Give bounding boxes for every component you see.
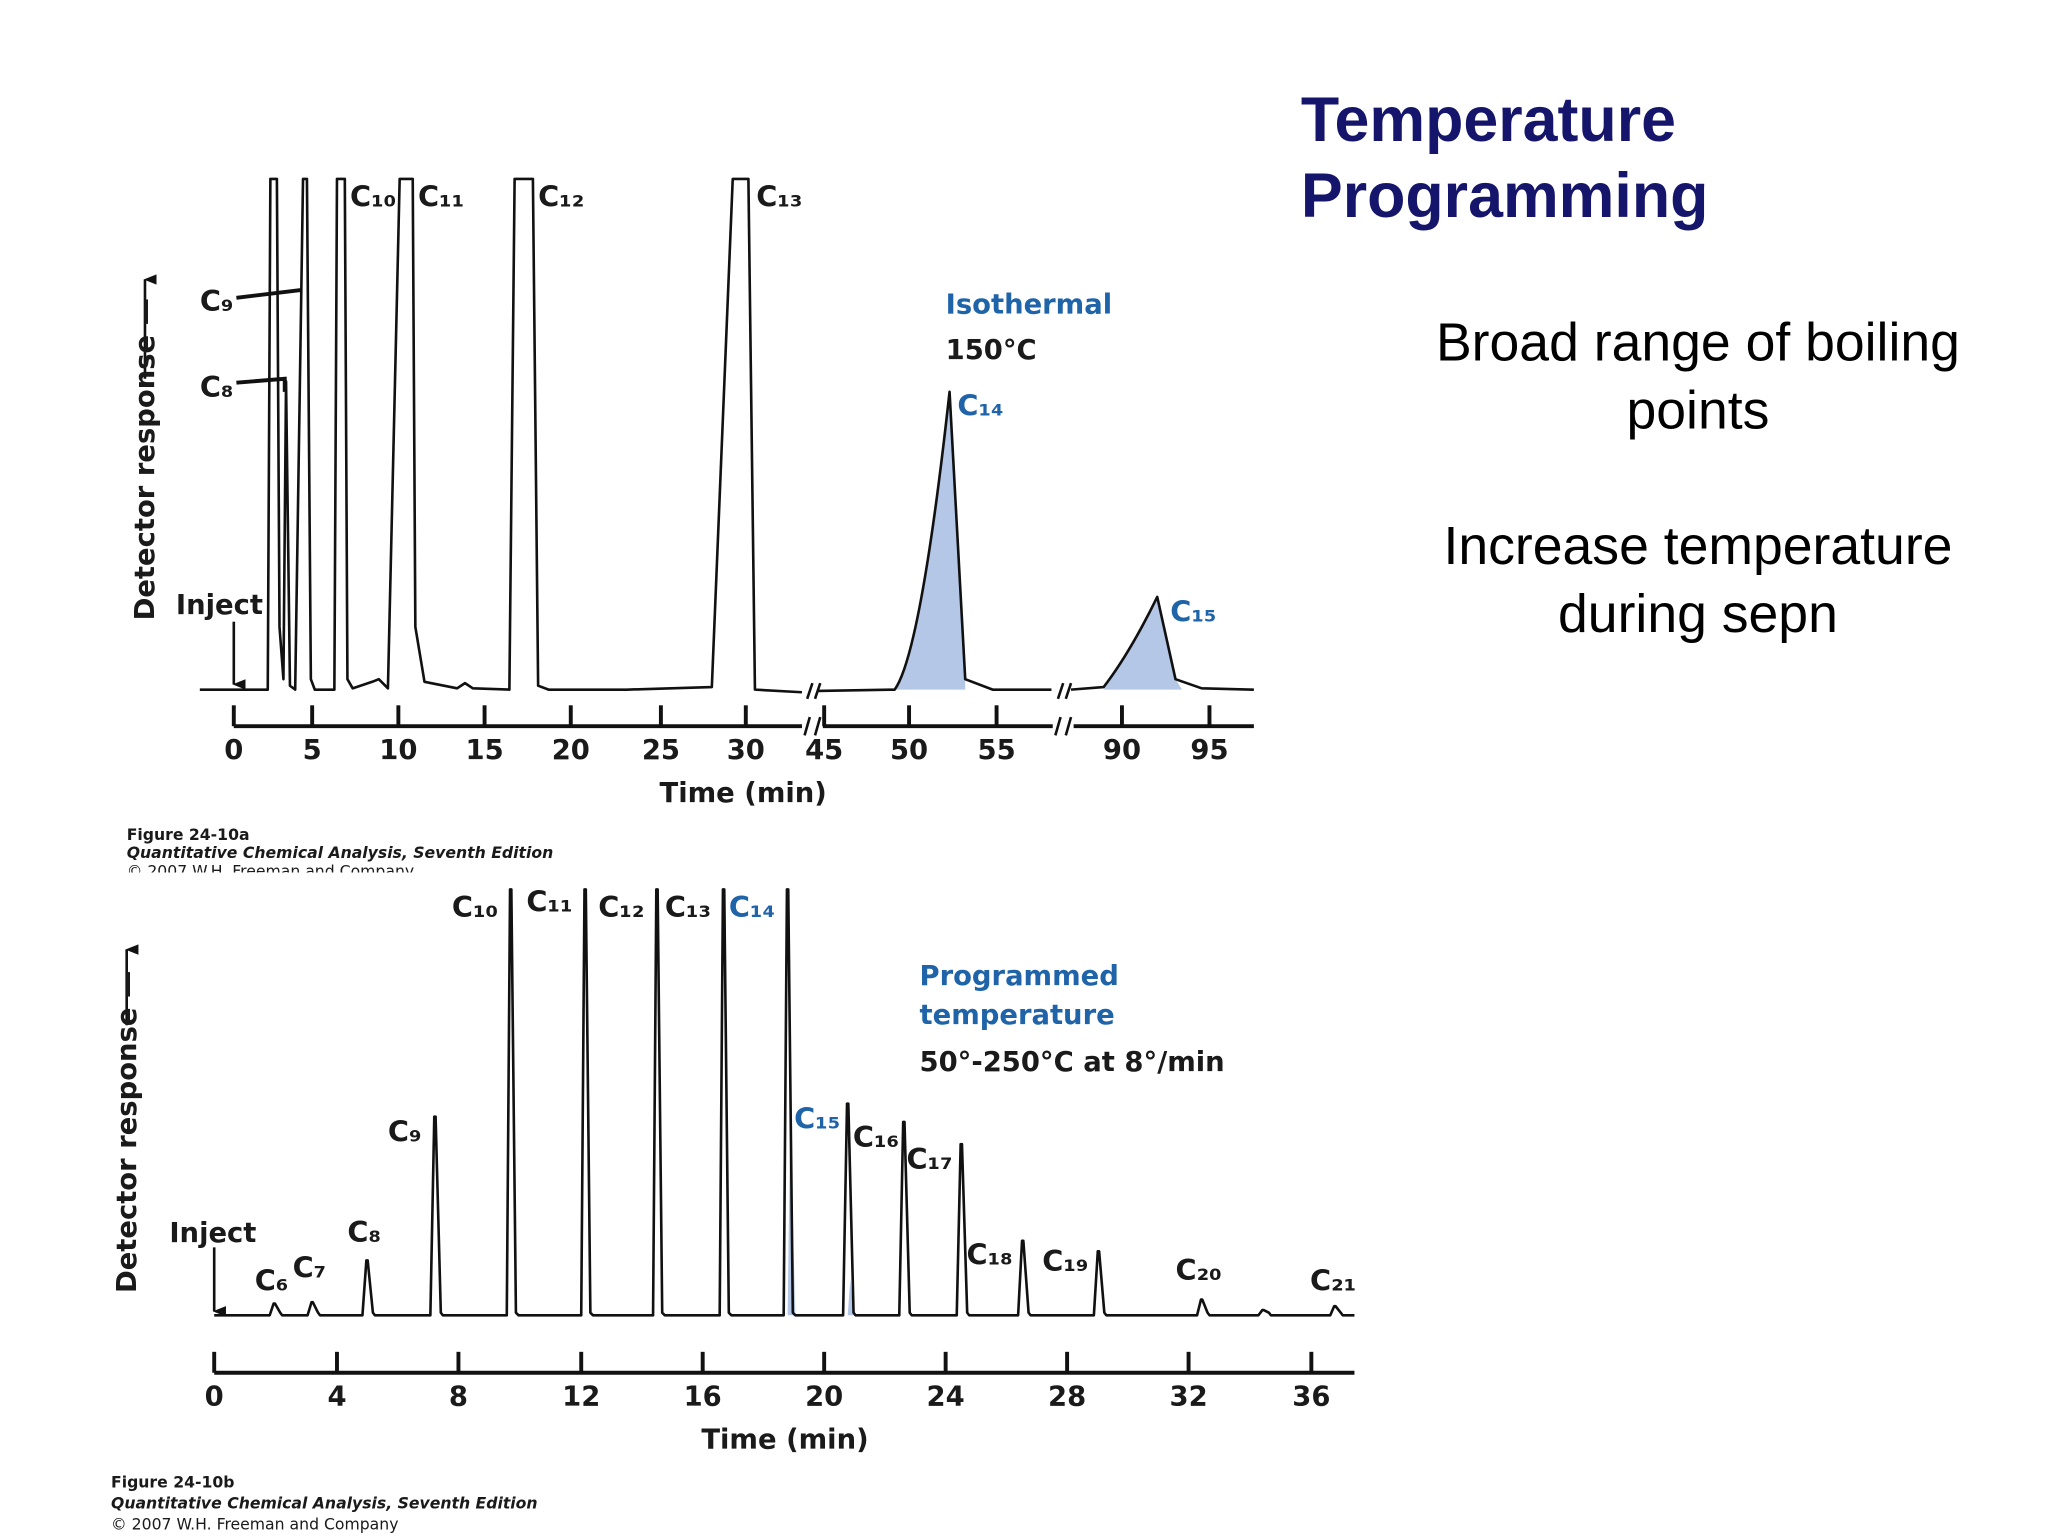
y-axis-title: Detector response —: [112, 971, 143, 1293]
peak-fill: [787, 1123, 855, 1316]
tick-label: 25: [642, 735, 680, 766]
axis-break: [805, 682, 1073, 700]
peak-label: C₁₂: [598, 890, 644, 924]
bullet-line: during sepn: [1558, 585, 1838, 644]
tick-label: 4: [327, 1381, 346, 1412]
peak-label: C₉: [200, 284, 234, 318]
peak-label: C₁₀: [452, 890, 498, 924]
peak-label: C₁₅: [1170, 595, 1216, 629]
tick-label: 90: [1103, 735, 1141, 766]
tick-label: 15: [466, 735, 504, 766]
peak-fill: [894, 391, 966, 690]
tick-label: 32: [1170, 1381, 1208, 1412]
bullet-line: Broad range of boiling: [1436, 313, 1960, 372]
peak-label: C₈: [347, 1215, 381, 1249]
peak-label: C₁₄: [729, 890, 775, 924]
peak-fill: [1103, 596, 1183, 690]
axis-break: [803, 716, 1073, 736]
peak-label: C₁₄: [957, 388, 1003, 422]
peak-label: C₁₃: [665, 890, 711, 924]
tick-label: 20: [552, 735, 590, 766]
peak-label: C₁₅: [794, 1101, 840, 1135]
annotation: 150°C: [946, 335, 1037, 366]
tick-label: 5: [303, 735, 322, 766]
tick-label: 45: [805, 735, 843, 766]
tick-label: 28: [1048, 1381, 1086, 1412]
tick-label: 8: [449, 1381, 468, 1412]
annotation: Isothermal: [946, 289, 1112, 320]
tick-label: 95: [1190, 735, 1228, 766]
bullet-line: points: [1627, 381, 1770, 440]
chromatogram-trace: [1070, 595, 1254, 691]
y-axis-title: Detector response —: [130, 298, 161, 620]
caption: Quantitative Chemical Analysis, Seventh …: [111, 1494, 538, 1513]
bullet-line: Increase temperature: [1443, 517, 1952, 576]
x-axis-title: Time (min): [701, 1424, 868, 1455]
tick-label: 10: [379, 735, 417, 766]
peak-label: C₆: [255, 1263, 289, 1297]
tick-label: 55: [978, 735, 1016, 766]
tick-label: 36: [1292, 1381, 1330, 1412]
x-axis-title: Time (min): [660, 778, 827, 809]
peak-label: C₉: [388, 1115, 422, 1149]
figure-b: Detector response — Time (min) Inject Pr…: [111, 885, 1356, 1534]
tick-label: 0: [224, 735, 243, 766]
caption: Figure 24-10b: [111, 1473, 234, 1492]
annotation: Programmed: [920, 961, 1119, 992]
tick-label: 30: [727, 735, 765, 766]
title-line: Programming: [1301, 161, 1709, 231]
peak-label: C₁₁: [418, 179, 464, 213]
chromatogram-trace: [214, 888, 1355, 1317]
tick-label: 24: [927, 1381, 965, 1412]
caption: © 2007 W.H. Freeman and Company: [111, 1514, 398, 1533]
peak-label: C₁₉: [1042, 1244, 1088, 1278]
peak-label: C₁₂: [538, 179, 584, 213]
tick-label: 50: [890, 735, 928, 766]
tick-label: 12: [562, 1381, 600, 1412]
peak-label: C₁₁: [526, 885, 572, 919]
caption: Figure 24-10a: [127, 825, 250, 844]
tick-label: 20: [805, 1381, 843, 1412]
peak-label: C₈: [200, 370, 234, 404]
annotation: temperature: [920, 1000, 1115, 1031]
inject-label: Inject: [176, 590, 263, 621]
peak-label: C₇: [293, 1250, 327, 1284]
chromatogram-trace: [199, 177, 803, 694]
chromatogram-trace: [817, 390, 1052, 693]
peak-label: C₁₆: [853, 1120, 899, 1154]
leader-line: [236, 288, 302, 392]
peak-label: C₁₀: [350, 179, 396, 213]
title-line: Temperature: [1301, 85, 1676, 155]
peak-label: C₁₇: [906, 1142, 952, 1176]
inject-label: Inject: [169, 1218, 256, 1249]
peak-label: C₂₁: [1310, 1263, 1356, 1297]
cover: [0, 872, 1385, 899]
peak-label: C₁₈: [967, 1237, 1013, 1271]
caption: Quantitative Chemical Analysis, Seventh …: [127, 843, 554, 862]
peak-label: C₁₃: [756, 179, 802, 213]
annotation: 50°-250°C at 8°/min: [920, 1047, 1225, 1078]
peak-label: C₂₀: [1176, 1253, 1222, 1287]
tick-label: 0: [205, 1381, 224, 1412]
tick-label: 16: [684, 1381, 722, 1412]
figure-a: Detector response — Time (min) Inject Is…: [127, 177, 1254, 880]
